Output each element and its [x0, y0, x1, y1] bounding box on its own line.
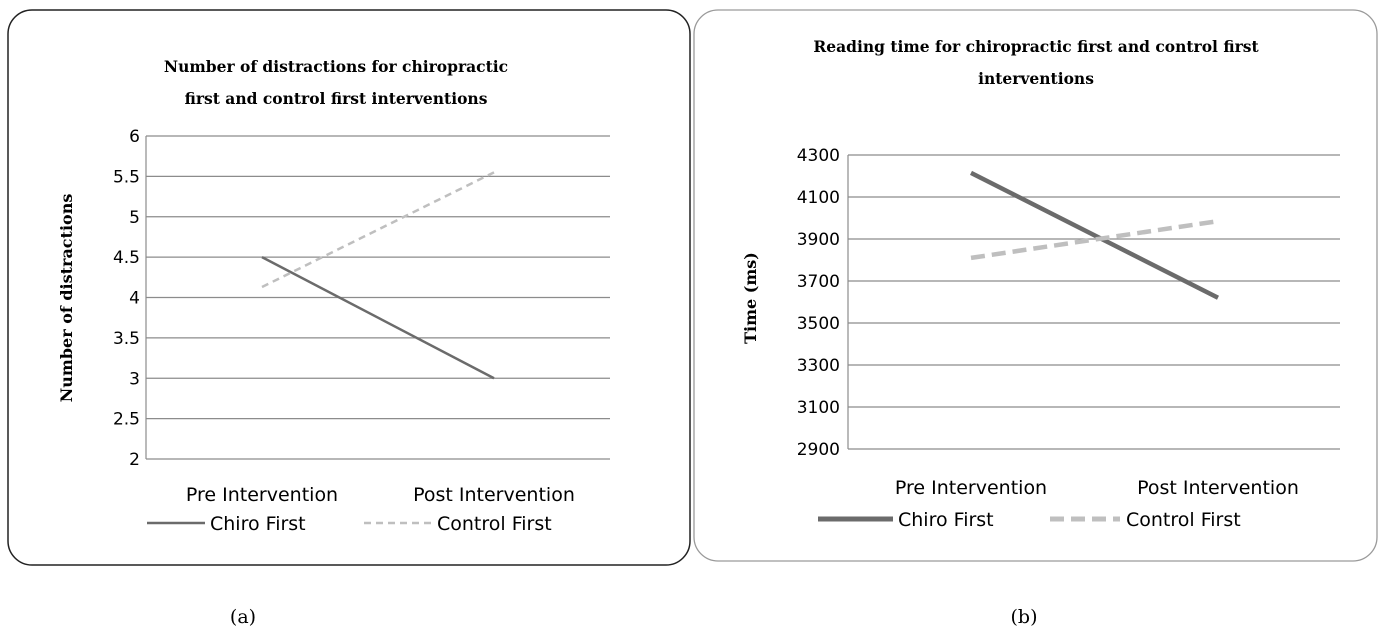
chart-b-y-tick-label: 4100 [797, 188, 840, 208]
chart-b-legend: Chiro First Control First [818, 509, 1241, 531]
chart-b-category-label: Pre Intervention [895, 477, 1047, 499]
chart-a-y-tick-label: 5.5 [113, 167, 140, 187]
chart-a-legend: Chiro First Control First [147, 513, 552, 535]
chart-b-category-label: Post Intervention [1137, 477, 1299, 499]
chart-a-title-line-1: Number of distractions for chiropractic [164, 57, 508, 76]
chart-b-y-tick-label: 3300 [797, 356, 840, 376]
chart-a-y-tick-label: 4 [129, 289, 140, 309]
chart-a-plot: 2 2.5 3 3.5 4 4.5 5 5.5 6 [113, 127, 610, 470]
chart-b-title-line-2: interventions [978, 69, 1094, 88]
chart-b-frame [693, 9, 1378, 562]
chart-a-series-chiro-first [261, 256, 495, 380]
chart-b-y-tick-label: 3700 [797, 272, 840, 292]
chart-a-y-tick-label: 2.5 [113, 410, 140, 430]
chart-a-y-tick-label: 2 [129, 450, 140, 470]
chart-b-series-chiro-first [969, 170, 1220, 300]
chart-b-plot: 2900 3100 3300 3500 3700 3900 4100 4300 [797, 146, 1340, 460]
chart-a-y-tick-label: 4.5 [113, 248, 140, 268]
chart-b: Reading time for chiropractic first and … [693, 9, 1378, 562]
chart-b-y-axis-label: Time (ms) [741, 252, 760, 344]
chart-b-y-tick-label: 4300 [797, 146, 840, 166]
chart-a-y-tick-label: 5 [129, 208, 140, 228]
chart-b-y-tick-label: 3900 [797, 230, 840, 250]
chart-a-y-axis-label: Number of distractions [57, 194, 76, 403]
legend-label: Control First [1126, 509, 1241, 531]
legend-label: Chiro First [210, 513, 306, 535]
chart-a-y-tick-label: 3 [129, 369, 140, 389]
chart-b-y-tick-label: 3500 [797, 314, 840, 334]
chart-b-y-tick-label: 3100 [797, 398, 840, 418]
chart-a-title-line-2: first and control first interventions [185, 89, 488, 108]
caption-b: (b) [1011, 606, 1038, 628]
legend-label: Control First [437, 513, 552, 535]
legend-label: Chiro First [898, 509, 994, 531]
chart-a: Number of distractions for chiropractic … [7, 9, 691, 566]
chart-a-frame [7, 9, 691, 566]
chart-b-y-tick-label: 2900 [797, 440, 840, 460]
chart-b-title-line-1: Reading time for chiropractic first and … [813, 37, 1259, 56]
caption-a: (a) [230, 606, 256, 628]
chart-a-category-label: Pre Intervention [186, 484, 338, 506]
chart-a-y-tick-label: 3.5 [113, 329, 140, 349]
chart-a-y-tick-label: 6 [129, 127, 140, 147]
chart-a-category-label: Post Intervention [413, 484, 575, 506]
